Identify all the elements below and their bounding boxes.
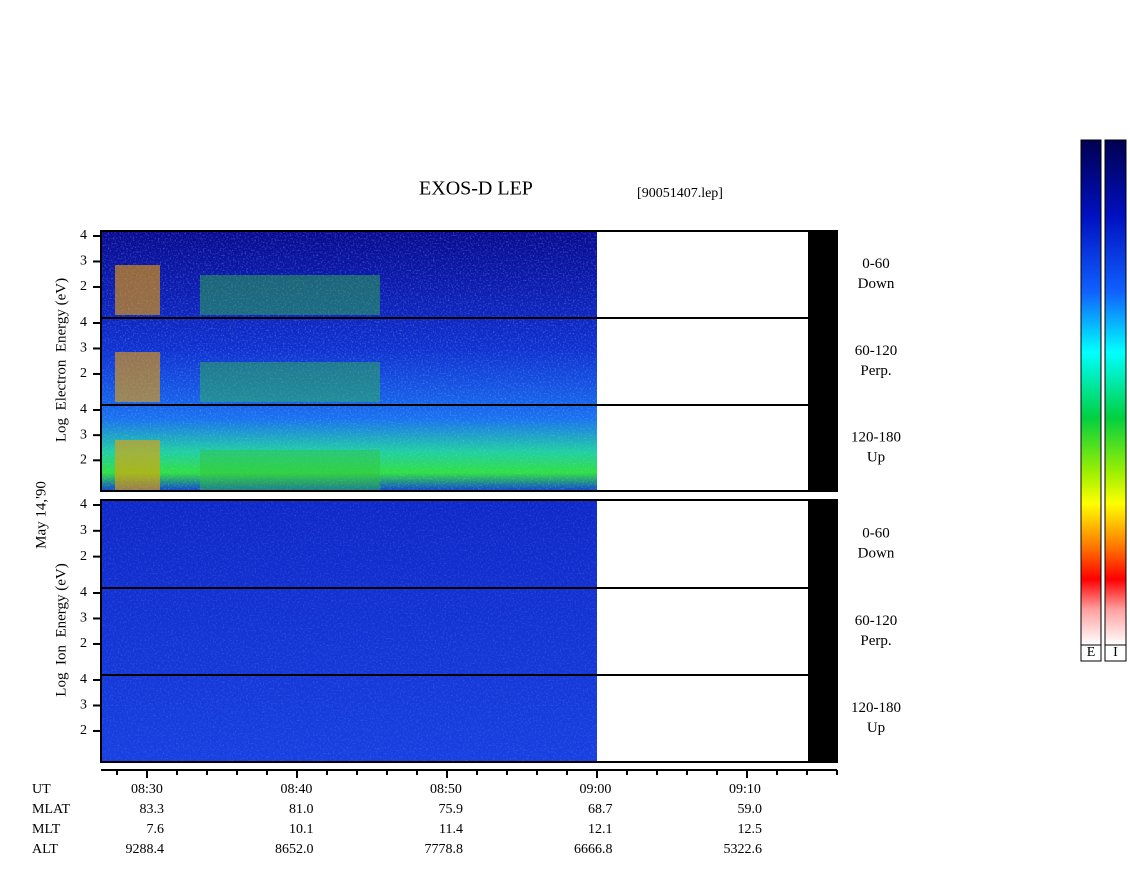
ephemeris-value: 6666.8 bbox=[574, 842, 613, 857]
y-tick-label: 2 bbox=[80, 636, 87, 651]
ephemeris-value: 83.3 bbox=[140, 802, 165, 817]
pitch-direction: Up bbox=[867, 449, 885, 465]
y-tick-label: 3 bbox=[80, 341, 87, 356]
ephemeris-value: 12.1 bbox=[588, 822, 613, 837]
pitch-direction: Up bbox=[867, 720, 885, 736]
ephemeris-value: 12.5 bbox=[738, 822, 763, 837]
y-tick-label: 2 bbox=[80, 279, 87, 294]
ephemeris-value: 08:50 bbox=[430, 782, 462, 797]
ephemeris-value: 08:30 bbox=[131, 782, 163, 797]
electron-spectrogram bbox=[101, 231, 597, 491]
pitch-direction: Down bbox=[858, 545, 895, 561]
file-name: [90051407.lep] bbox=[637, 186, 723, 201]
colorbars bbox=[1080, 139, 1127, 662]
y-axis-label: Log Ion Energy (eV) bbox=[53, 563, 69, 696]
y-tick-label: 2 bbox=[80, 723, 87, 738]
ephemeris-value: 75.9 bbox=[439, 802, 464, 817]
ephemeris-value: 81.0 bbox=[289, 802, 314, 817]
ephemeris-value: 10.1 bbox=[289, 822, 314, 837]
ephemeris-value: 8652.0 bbox=[275, 842, 314, 857]
ephemeris-label: MLT bbox=[32, 822, 61, 837]
ephemeris-value: 09:00 bbox=[580, 782, 612, 797]
colorbar-label: E bbox=[1087, 645, 1096, 660]
y-axis-label: Log Electron Energy (eV) bbox=[53, 278, 69, 442]
y-tick-label: 2 bbox=[80, 453, 87, 468]
y-tick-label: 4 bbox=[80, 402, 87, 417]
ephemeris-value: 59.0 bbox=[738, 802, 763, 817]
pitch-range: 120-180 bbox=[851, 700, 901, 716]
ephemeris-label: MLAT bbox=[32, 802, 71, 817]
pitch-direction: Perp. bbox=[860, 363, 891, 379]
pitch-direction: Perp. bbox=[860, 633, 891, 649]
panel-frames bbox=[100, 230, 838, 763]
y-tick-label: 2 bbox=[80, 366, 87, 381]
pitch-direction: Down bbox=[858, 276, 895, 292]
ephemeris-value: 9288.4 bbox=[126, 842, 165, 857]
ephemeris-value: 09:10 bbox=[729, 782, 761, 797]
date-label: May 14,'90 bbox=[33, 481, 49, 549]
y-tick-label: 4 bbox=[80, 585, 87, 600]
y-tick-label: 4 bbox=[80, 497, 87, 512]
pitch-range: 0-60 bbox=[862, 256, 890, 272]
y-tick-label: 4 bbox=[80, 315, 87, 330]
y-tick-label: 4 bbox=[80, 672, 87, 687]
y-tick-label: 3 bbox=[80, 611, 87, 626]
pitch-range: 120-180 bbox=[851, 429, 901, 445]
pitch-range: 60-120 bbox=[855, 343, 898, 359]
y-tick-label: 4 bbox=[80, 228, 87, 243]
no-data bbox=[808, 231, 837, 491]
no-data bbox=[808, 500, 837, 762]
y-tick-label: 3 bbox=[80, 523, 87, 538]
colorbar-label: I bbox=[1113, 645, 1118, 660]
ephemeris-value: 11.4 bbox=[439, 822, 463, 837]
pitch-range: 60-120 bbox=[855, 613, 898, 629]
y-tick-label: 3 bbox=[80, 427, 87, 442]
pitch-range: 0-60 bbox=[862, 525, 890, 541]
ephemeris-value: 7778.8 bbox=[425, 842, 464, 857]
ion-spectrogram bbox=[101, 500, 597, 762]
y-tick-label: 3 bbox=[80, 698, 87, 713]
ephemeris-value: 68.7 bbox=[588, 802, 613, 817]
y-tick-label: 3 bbox=[80, 254, 87, 269]
title: EXOS-D LEP bbox=[419, 178, 533, 200]
ephemeris-label: ALT bbox=[32, 842, 58, 857]
ephemeris-label: UT bbox=[32, 782, 51, 797]
ephemeris-value: 08:40 bbox=[281, 782, 313, 797]
ephemeris-value: 7.6 bbox=[147, 822, 165, 837]
ephemeris-value: 5322.6 bbox=[724, 842, 763, 857]
y-tick-label: 2 bbox=[80, 549, 87, 564]
